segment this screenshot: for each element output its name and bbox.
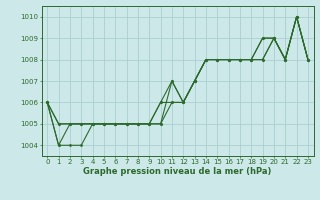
X-axis label: Graphe pression niveau de la mer (hPa): Graphe pression niveau de la mer (hPa) <box>84 167 272 176</box>
